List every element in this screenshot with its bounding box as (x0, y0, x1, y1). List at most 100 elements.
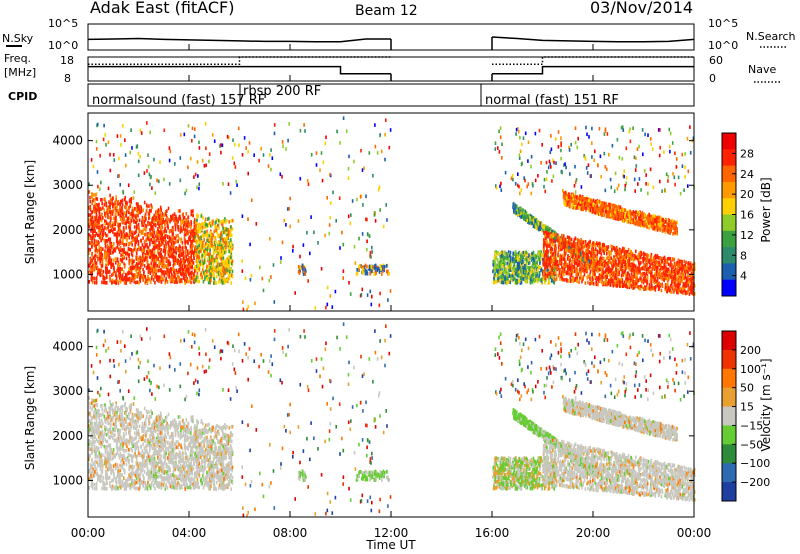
data-cell (136, 238, 138, 243)
data-cell (370, 302, 373, 307)
data-cell (161, 237, 163, 241)
data-cell (134, 267, 137, 272)
data-cell (494, 252, 497, 256)
data-cell (96, 170, 99, 174)
data-cell (262, 153, 265, 157)
data-cell (152, 217, 154, 221)
data-cell (179, 279, 182, 283)
data-cell (216, 246, 219, 250)
data-cell (183, 258, 186, 263)
data-cell (115, 260, 117, 265)
data-cell (95, 212, 98, 216)
data-cell (231, 156, 234, 160)
data-cell (260, 146, 262, 151)
data-cell (204, 251, 207, 256)
data-cell (258, 158, 260, 163)
data-cell (117, 230, 119, 235)
data-cell (213, 258, 216, 263)
data-cell (174, 162, 176, 166)
data-cell (190, 209, 193, 214)
data-cell (163, 244, 166, 248)
data-cell (119, 183, 121, 187)
data-cell (177, 209, 180, 213)
data-cell (339, 141, 341, 145)
data-cell (377, 187, 380, 192)
data-cell (347, 176, 350, 180)
data-cell (138, 256, 141, 260)
data-cell (105, 263, 107, 267)
data-cell (219, 262, 221, 267)
data-cell (347, 166, 350, 171)
data-cell (93, 276, 96, 281)
data-cell (100, 224, 103, 228)
data-cell (109, 210, 112, 215)
data-cell (108, 270, 111, 274)
data-cell (527, 258, 530, 262)
data-cell (108, 258, 110, 262)
data-cell (178, 253, 180, 258)
data-cell (535, 226, 538, 230)
data-cell (174, 222, 176, 227)
data-cell (196, 279, 198, 283)
data-cell (225, 257, 227, 262)
data-cell (220, 231, 222, 235)
data-cell (91, 215, 94, 220)
cpid-label: CPID (8, 90, 37, 103)
data-cell (539, 250, 541, 254)
data-cell (112, 153, 115, 157)
data-cell (125, 163, 127, 168)
data-cell (127, 183, 130, 187)
data-cell (243, 136, 246, 140)
data-cell (202, 270, 205, 275)
data-cell (91, 270, 94, 275)
data-cell (247, 150, 249, 154)
data-cell (129, 204, 131, 209)
data-cell (101, 206, 104, 210)
data-cell (121, 276, 123, 281)
data-cell (379, 264, 382, 268)
data-cell (153, 213, 156, 218)
data-cell (162, 264, 164, 269)
data-cell (158, 254, 161, 258)
data-cell (199, 272, 202, 277)
data-cell (96, 233, 99, 237)
data-cell (142, 221, 145, 225)
data-cell (251, 198, 253, 202)
data-cell (182, 261, 185, 265)
data-cell (165, 276, 168, 281)
data-cell (156, 235, 159, 240)
data-cell (115, 246, 118, 250)
data-cell (237, 126, 240, 131)
data-cell (101, 260, 103, 264)
data-cell (112, 202, 115, 207)
cpid-program-1: normalsound (fast) 157 RF (92, 93, 265, 108)
data-cell (516, 255, 519, 260)
data-cell (94, 234, 96, 238)
data-cell (134, 230, 137, 234)
data-cell (502, 270, 504, 274)
data-cell (288, 122, 290, 126)
data-cell (117, 267, 120, 272)
data-cell (121, 232, 124, 237)
data-cell (492, 263, 494, 267)
data-cell (168, 271, 171, 275)
data-cell (269, 153, 271, 157)
data-cell (221, 219, 223, 224)
data-cell (225, 240, 227, 245)
data-cell (99, 256, 101, 261)
data-cell (93, 209, 95, 213)
data-cell (121, 212, 123, 216)
data-cell (207, 252, 209, 257)
data-cell (106, 281, 108, 285)
data-cell (501, 264, 504, 268)
data-cell (104, 241, 107, 245)
data-cell (208, 159, 210, 164)
data-cell (514, 280, 517, 284)
data-cell (92, 256, 94, 260)
data-cell (118, 211, 121, 215)
data-cell (370, 255, 372, 259)
data-cell (142, 277, 145, 281)
data-cell (144, 257, 146, 262)
data-cell (241, 214, 244, 218)
data-cell (153, 268, 155, 272)
